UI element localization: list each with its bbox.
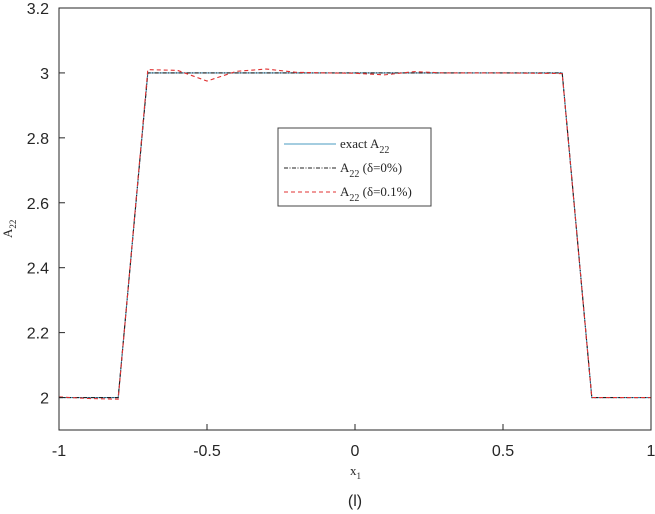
caption: (l): [348, 493, 362, 510]
legend-label-0: exact A22: [340, 136, 389, 156]
y-tick-label: 2: [40, 391, 49, 408]
legend-box: [277, 127, 432, 207]
legend-label-2: A22 (δ=0.1%): [340, 184, 412, 204]
y-axis-label: A22: [0, 220, 18, 238]
x-tick-label: -1: [52, 443, 66, 460]
y-tick-label: 2.4: [27, 261, 49, 278]
y-tick-label: 2.8: [27, 131, 49, 148]
legend-label-1: A22 (δ=0%): [340, 160, 402, 180]
y-tick-label: 3: [40, 66, 49, 83]
series-line-1: [59, 72, 651, 399]
x-tick-label: -0.5: [193, 443, 221, 460]
y-tick-label: 3.2: [27, 1, 49, 18]
series-line-0: [59, 72, 651, 399]
y-tick-label: 2.6: [27, 196, 49, 213]
x-tick-label: 0.5: [492, 443, 514, 460]
y-tick-label: 2.2: [27, 326, 49, 343]
x-tick-label: 1: [647, 443, 655, 460]
x-tick-label: 0: [351, 443, 360, 460]
legend: exact A22 A22 (δ=0%) A22 (δ=0.1%): [277, 127, 432, 207]
x-axis-label: x1: [350, 463, 361, 481]
series-line-2: [58, 68, 651, 400]
